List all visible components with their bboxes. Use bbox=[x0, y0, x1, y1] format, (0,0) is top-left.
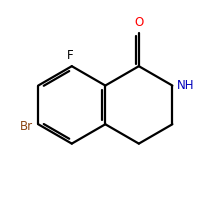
Text: F: F bbox=[67, 49, 73, 62]
Text: O: O bbox=[134, 16, 143, 29]
Text: NH: NH bbox=[177, 79, 195, 92]
Text: Br: Br bbox=[20, 120, 33, 133]
